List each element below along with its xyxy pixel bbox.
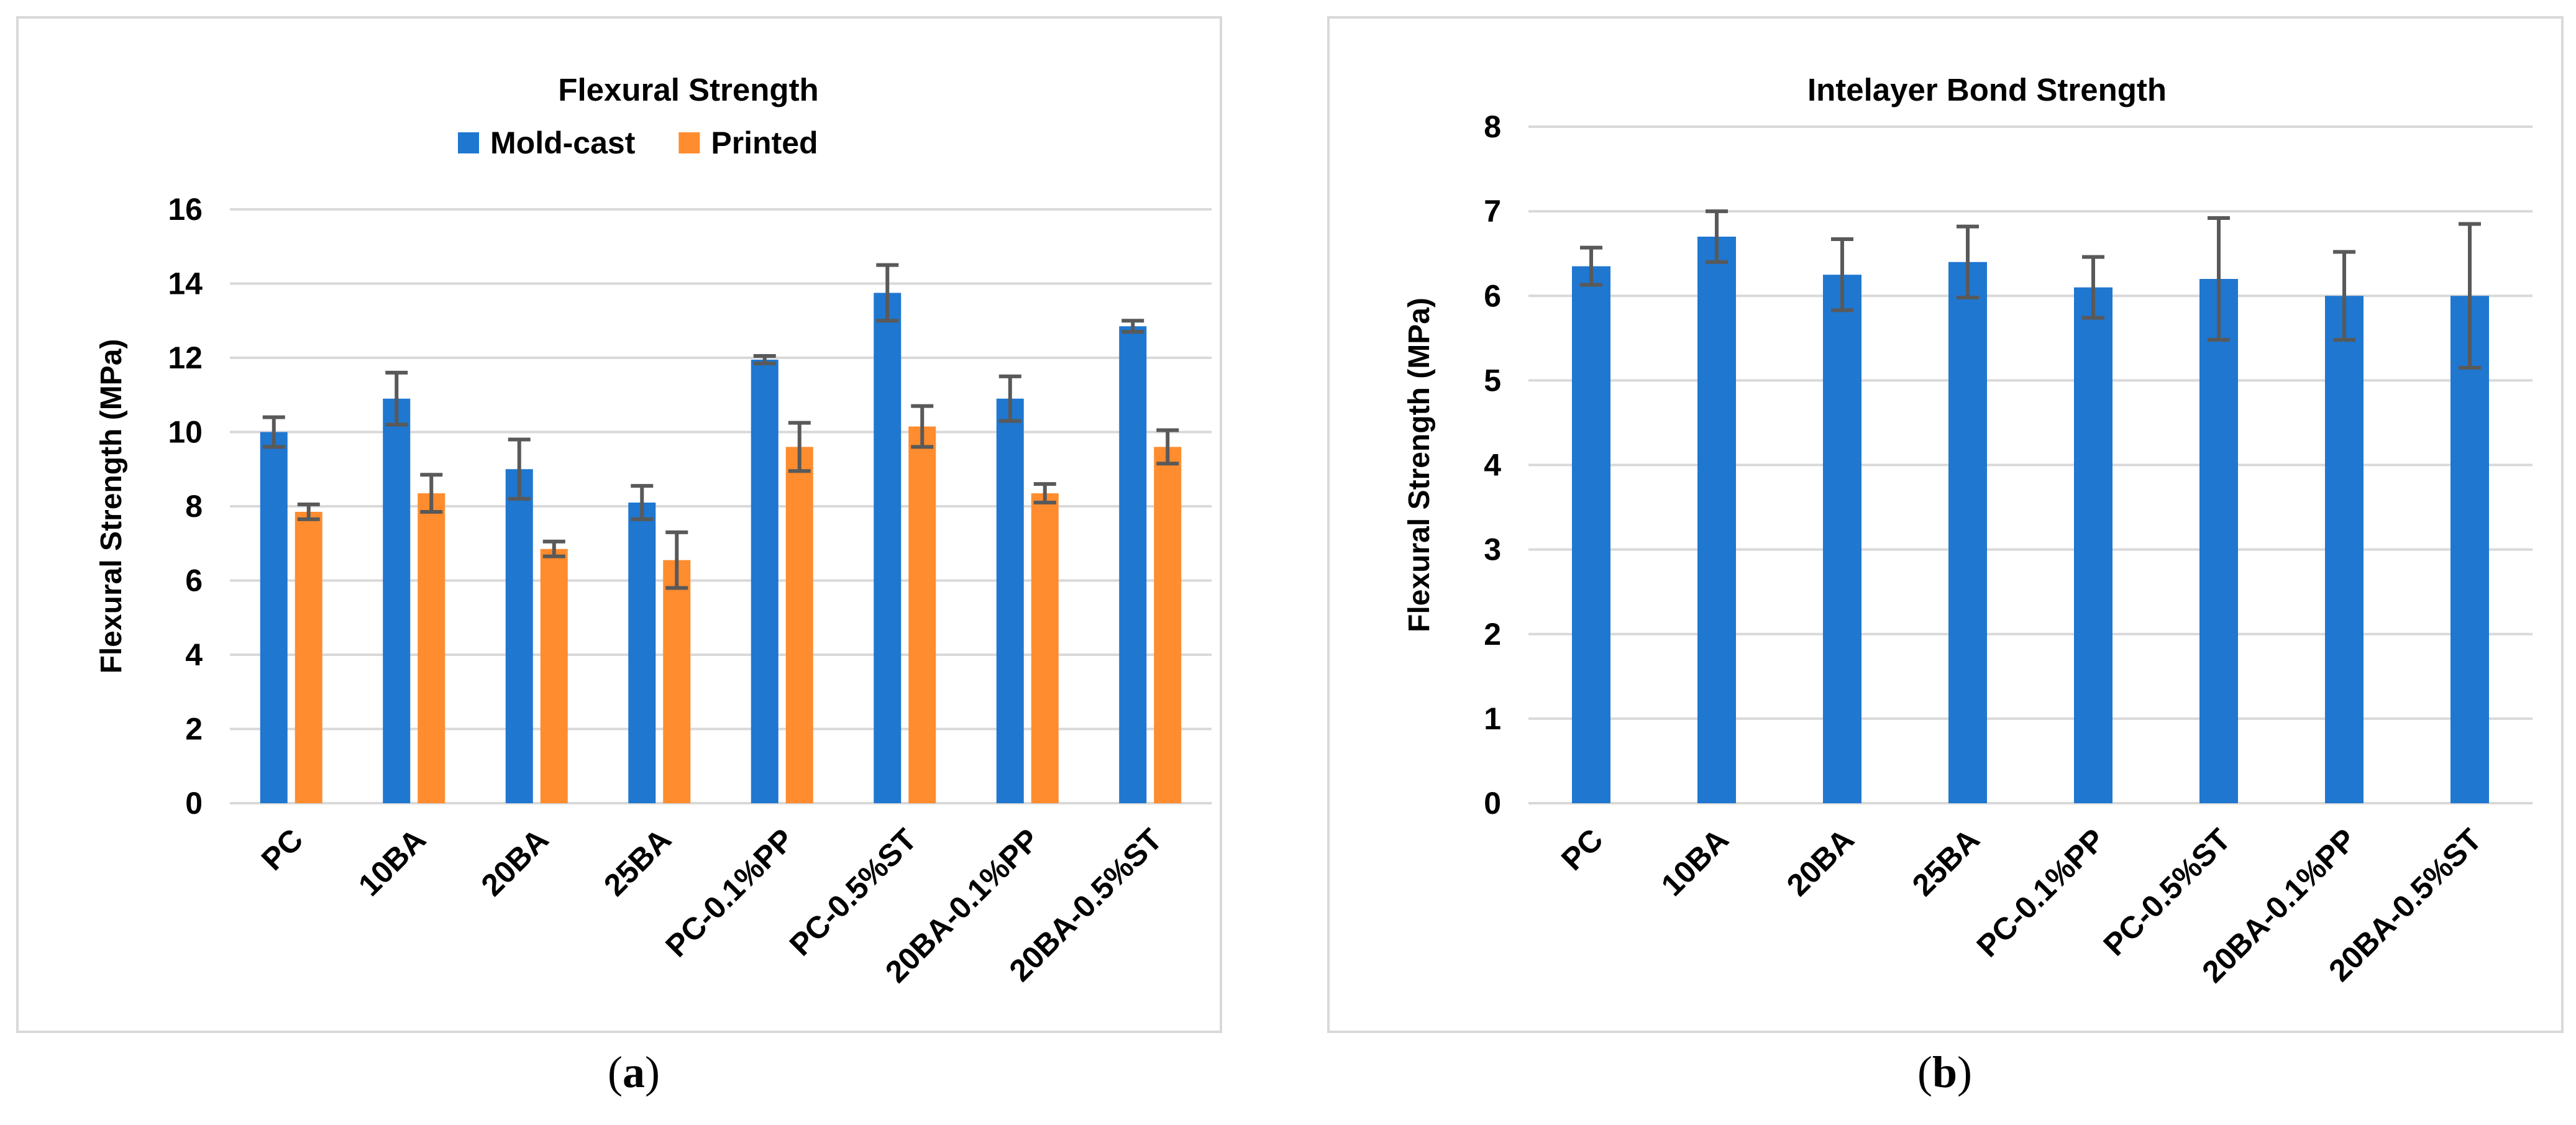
- y-tick-label: 4: [1484, 448, 1501, 483]
- bar: [540, 549, 568, 803]
- x-tick-label: PC: [1555, 822, 1610, 877]
- y-axis-label: Flexural Strength (MPa): [1403, 298, 1436, 632]
- y-tick-label: 8: [185, 489, 203, 524]
- bar: [785, 447, 813, 803]
- x-tick-label: 25BA: [597, 822, 678, 903]
- legend-swatch: [678, 132, 700, 153]
- bar: [908, 426, 936, 803]
- legend-label: Printed: [711, 125, 818, 160]
- bar: [1697, 236, 1736, 803]
- y-tick-label: 12: [168, 340, 203, 375]
- x-tick-label: PC-0.1%PP: [659, 822, 800, 963]
- bar: [260, 432, 288, 803]
- y-tick-label: 5: [1484, 363, 1501, 398]
- y-axis-label: Flexural Strength (MPa): [95, 339, 128, 674]
- chart-panel-a: Flexural Strength 0 2 4 6 8 10 12 14 16 Flexural S…: [16, 16, 1222, 1033]
- x-tick-label: PC: [255, 822, 310, 877]
- x-tick-label: 10BA: [1655, 822, 1735, 903]
- y-tick-label: 10: [168, 415, 203, 450]
- x-tick-label: 25BA: [1906, 822, 1986, 903]
- x-tick-label: 20BA: [1780, 822, 1861, 903]
- bar: [1572, 266, 1610, 803]
- legend-label: Mold-cast: [490, 125, 636, 160]
- flexural-strength-chart: Flexural Strength 0 2 4 6 8 10 12 14 16 Flexural S…: [95, 72, 1212, 990]
- bar: [2074, 287, 2112, 803]
- bar: [505, 469, 533, 803]
- bar: [751, 359, 779, 803]
- bar: [628, 503, 656, 803]
- y-tick-label: 6: [1484, 278, 1501, 313]
- chart-title: Flexural Strength: [558, 72, 818, 107]
- bar: [383, 398, 411, 803]
- bar: [663, 560, 691, 803]
- interlayer-bond-strength-chart: Intelayer Bond Strength 0 1 2 3 4 5 6 7 8 Flexural…: [1403, 72, 2533, 990]
- y-tick-label: 4: [185, 637, 203, 672]
- bar: [1119, 326, 1147, 803]
- bar: [1031, 493, 1059, 803]
- y-tick-label: 14: [168, 266, 203, 301]
- y-tick-label: 0: [185, 786, 203, 821]
- y-tick-label: 2: [1484, 617, 1501, 652]
- bar: [1154, 447, 1182, 803]
- caption-a-letter: a: [623, 1047, 645, 1097]
- bar: [2450, 296, 2489, 803]
- bar: [418, 493, 445, 803]
- bar: [295, 511, 322, 803]
- legend-swatch: [458, 132, 479, 153]
- x-tick-label: 10BA: [352, 822, 432, 903]
- y-tick-label: 7: [1484, 194, 1501, 229]
- chart-title: Intelayer Bond Strength: [1807, 72, 2167, 107]
- x-tick-label: PC-0.5%ST: [2097, 822, 2237, 962]
- bar: [2199, 279, 2238, 803]
- y-tick-label: 1: [1484, 701, 1501, 736]
- y-tick-label: 8: [1484, 109, 1501, 144]
- bar: [1948, 262, 1987, 803]
- y-tick-label: 2: [185, 712, 203, 747]
- y-tick-label: 3: [1484, 532, 1501, 567]
- caption-b-letter: b: [1932, 1047, 1958, 1097]
- bar: [874, 293, 902, 803]
- y-tick-label: 0: [1484, 786, 1501, 821]
- x-tick-label: PC-0.1%PP: [1970, 822, 2112, 963]
- bar: [2325, 296, 2364, 803]
- chart-panel-b: Intelayer Bond Strength 0 1 2 3 4 5 6 7 8 Flexural…: [1327, 16, 2564, 1033]
- bar: [1823, 275, 1861, 803]
- x-tick-label: 20BA: [475, 822, 555, 903]
- caption-b: (b): [1917, 1047, 1972, 1097]
- y-tick-label: 6: [185, 563, 203, 598]
- bar: [996, 398, 1024, 803]
- y-tick-label: 16: [168, 192, 203, 227]
- caption-a: (a): [608, 1047, 660, 1097]
